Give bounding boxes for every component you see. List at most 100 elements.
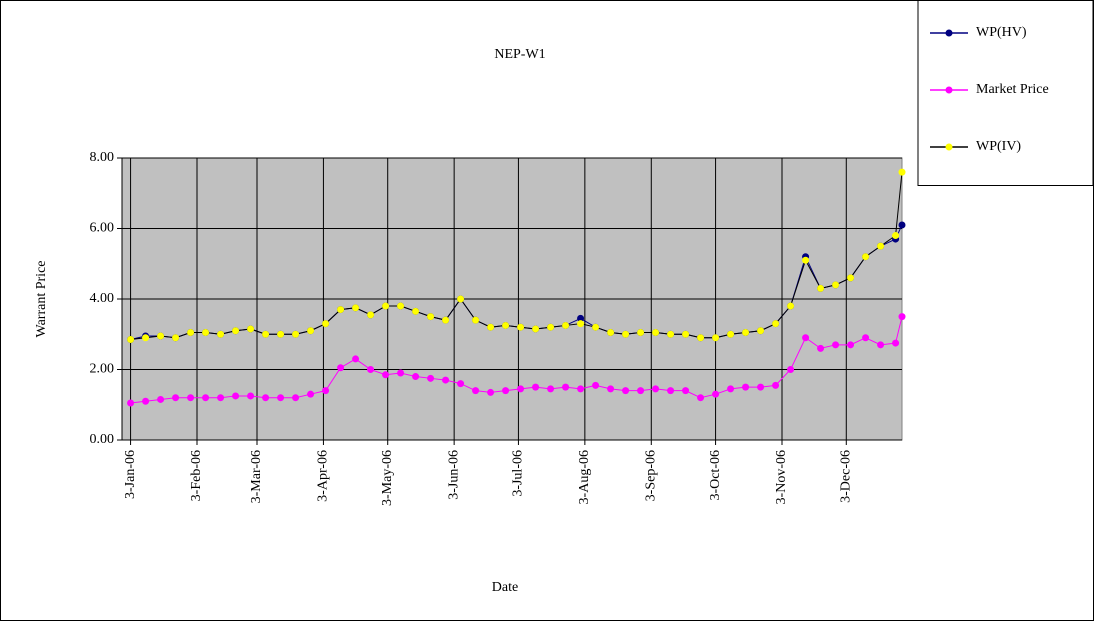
x-tick-label: 3-Aug-06 bbox=[577, 450, 592, 504]
data-point bbox=[487, 388, 495, 396]
data-point bbox=[862, 334, 870, 342]
data-point bbox=[352, 304, 360, 312]
data-point bbox=[637, 387, 645, 395]
x-tick-label: 3-Oct-06 bbox=[708, 450, 723, 501]
data-point bbox=[742, 328, 750, 336]
data-point bbox=[712, 334, 720, 342]
data-point bbox=[592, 323, 600, 331]
data-point bbox=[292, 394, 300, 402]
data-point bbox=[142, 334, 150, 342]
data-point bbox=[232, 327, 240, 335]
x-tick-label: 3-Sep-06 bbox=[644, 450, 659, 501]
data-point bbox=[277, 394, 285, 402]
data-point bbox=[892, 339, 900, 347]
legend-marker bbox=[945, 29, 953, 37]
data-point bbox=[892, 232, 900, 240]
data-point bbox=[772, 320, 780, 328]
data-point bbox=[217, 330, 225, 338]
x-tick-label: 3-Apr-06 bbox=[316, 450, 331, 502]
data-point bbox=[622, 330, 630, 338]
data-point bbox=[802, 334, 810, 342]
x-tick-label: 3-Jan-06 bbox=[123, 450, 138, 499]
data-point bbox=[832, 281, 840, 289]
data-point bbox=[127, 399, 135, 407]
data-point bbox=[898, 168, 906, 176]
data-point bbox=[847, 274, 855, 282]
data-point bbox=[517, 385, 525, 393]
data-point bbox=[262, 330, 270, 338]
y-tick-label: 2.00 bbox=[90, 362, 115, 377]
y-tick-label: 4.00 bbox=[90, 291, 115, 306]
x-axis-label: Date bbox=[492, 580, 518, 595]
data-point bbox=[247, 392, 255, 400]
data-point bbox=[427, 374, 435, 382]
data-point bbox=[787, 302, 795, 310]
data-point bbox=[127, 336, 135, 344]
data-point bbox=[682, 330, 690, 338]
data-point bbox=[577, 385, 585, 393]
data-point bbox=[262, 394, 270, 402]
data-point bbox=[577, 320, 585, 328]
data-point bbox=[472, 387, 480, 395]
data-point bbox=[757, 327, 765, 335]
data-point bbox=[322, 387, 330, 395]
data-point bbox=[472, 316, 480, 324]
y-axis-label: Warrant Price bbox=[34, 261, 49, 338]
x-tick-label: 3-Jun-06 bbox=[446, 450, 461, 500]
data-point bbox=[622, 387, 630, 395]
y-tick-label: 6.00 bbox=[90, 221, 115, 236]
data-point bbox=[277, 330, 285, 338]
data-point bbox=[532, 325, 540, 333]
data-point bbox=[832, 341, 840, 349]
data-point bbox=[652, 385, 660, 393]
data-point bbox=[898, 313, 906, 321]
data-point bbox=[817, 344, 825, 352]
data-point bbox=[187, 394, 195, 402]
data-point bbox=[787, 366, 795, 373]
data-point bbox=[877, 341, 885, 349]
x-tick-label: 3-Nov-06 bbox=[774, 450, 789, 504]
data-point bbox=[607, 385, 615, 393]
data-point bbox=[802, 256, 810, 264]
data-point bbox=[352, 355, 360, 363]
legend-marker bbox=[945, 143, 953, 151]
data-point bbox=[502, 387, 510, 395]
data-point bbox=[682, 387, 690, 395]
legend-marker bbox=[945, 86, 953, 94]
data-point bbox=[547, 385, 555, 393]
data-point bbox=[337, 306, 345, 314]
data-point bbox=[337, 364, 345, 372]
data-point bbox=[367, 366, 375, 373]
x-tick-label: 3-Dec-06 bbox=[839, 450, 854, 503]
data-point bbox=[217, 394, 225, 402]
data-point bbox=[862, 253, 870, 261]
data-point bbox=[757, 383, 765, 391]
data-point bbox=[397, 302, 405, 310]
data-point bbox=[457, 380, 465, 388]
data-point bbox=[502, 321, 510, 329]
legend-label: Market Price bbox=[976, 82, 1049, 97]
data-point bbox=[817, 284, 825, 292]
data-point bbox=[742, 383, 750, 391]
data-point bbox=[487, 323, 495, 331]
legend-label: WP(IV) bbox=[976, 139, 1021, 154]
data-point bbox=[727, 385, 735, 393]
data-point bbox=[562, 383, 570, 391]
data-point bbox=[577, 314, 585, 322]
data-point bbox=[772, 381, 780, 389]
data-point bbox=[157, 395, 165, 403]
data-point bbox=[172, 334, 180, 342]
data-point bbox=[727, 330, 735, 338]
x-tick-label: 3-Feb-06 bbox=[189, 450, 204, 501]
data-point bbox=[652, 328, 660, 336]
chart-title: NEP-W1 bbox=[494, 47, 545, 62]
data-point bbox=[547, 323, 555, 331]
data-point bbox=[307, 390, 315, 398]
data-point bbox=[607, 328, 615, 336]
data-point bbox=[292, 330, 300, 338]
data-point bbox=[442, 376, 450, 384]
data-point bbox=[172, 394, 180, 402]
x-tick-label: 3-Jul-06 bbox=[511, 450, 526, 497]
data-point bbox=[412, 373, 420, 381]
y-tick-label: 8.00 bbox=[90, 150, 115, 165]
